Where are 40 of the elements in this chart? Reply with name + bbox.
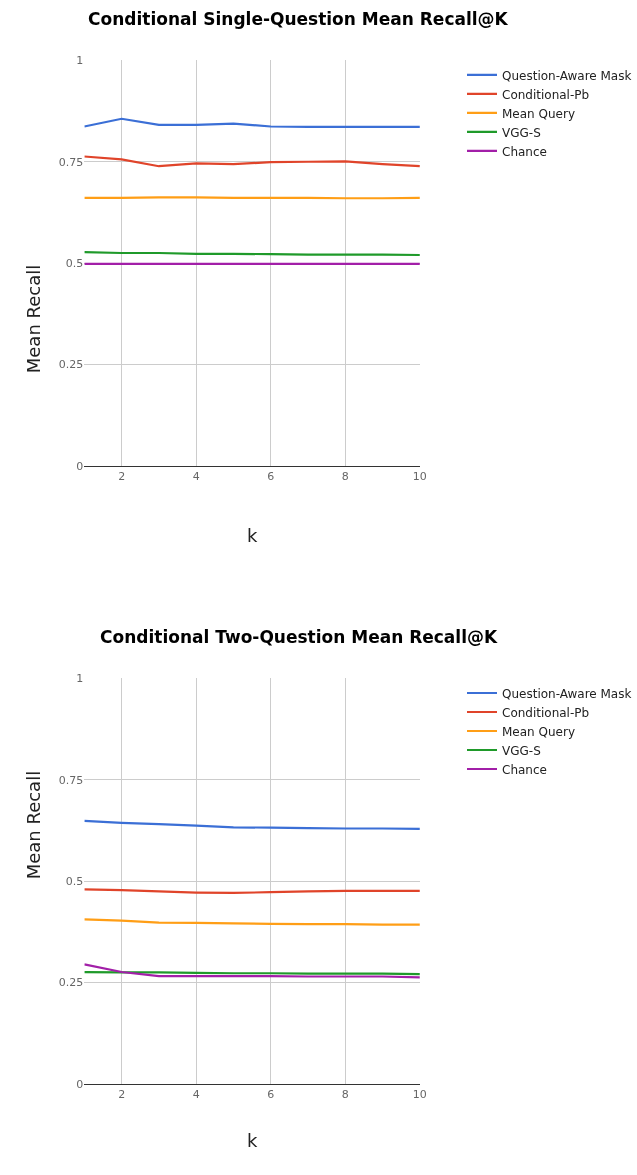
x-tick-label: 8 bbox=[341, 470, 349, 484]
legend-label: Chance bbox=[502, 762, 547, 777]
y-tick-label: 0.25 bbox=[58, 976, 84, 990]
x-axis-title: k bbox=[247, 525, 258, 546]
x-tick-label: 4 bbox=[192, 1088, 200, 1102]
y-tick-label: 1 bbox=[76, 54, 84, 68]
y-tick-label: 0.75 bbox=[58, 773, 84, 787]
legend-label: Conditional-Pb bbox=[502, 705, 590, 720]
y-tick-label: 1 bbox=[76, 672, 84, 686]
y-tick-label: 0.25 bbox=[58, 358, 84, 372]
y-tick-label: 0.5 bbox=[65, 875, 84, 889]
line-series bbox=[84, 155, 420, 168]
legend-label: VGG-S bbox=[502, 743, 541, 758]
y-tick-label: 0 bbox=[76, 459, 84, 473]
line-series bbox=[84, 117, 420, 128]
legend-label: Chance bbox=[502, 144, 547, 159]
x-tick-label: 10 bbox=[412, 470, 427, 484]
y-axis-title: Mean Recall bbox=[23, 264, 44, 374]
x-tick-label: 10 bbox=[412, 1088, 427, 1102]
y-tick-label: 0 bbox=[76, 1077, 84, 1091]
y-axis-title: Mean Recall bbox=[22, 770, 44, 880]
chart-title: Conditional Single-Question Mean Recall@K bbox=[88, 9, 509, 29]
x-tick-label: 8 bbox=[341, 1088, 349, 1102]
y-tick-label: 0.75 bbox=[58, 155, 84, 169]
x-tick-label: 6 bbox=[267, 1088, 275, 1102]
x-tick-label: 2 bbox=[118, 470, 126, 484]
legend-label: VGG-S bbox=[502, 125, 541, 140]
legend-label: Question-Aware Mask bbox=[502, 686, 632, 701]
line-series bbox=[84, 819, 420, 831]
y-tick-label: 0.5 bbox=[65, 256, 84, 270]
x-tick-label: 4 bbox=[192, 470, 200, 484]
chart-title: Conditional Two-Question Mean Recall@K bbox=[100, 627, 498, 647]
legend-label: Mean Query bbox=[502, 724, 575, 739]
x-tick-label: 2 bbox=[118, 1088, 126, 1102]
line-series bbox=[84, 963, 420, 979]
legend-label: Conditional-Pb bbox=[502, 87, 590, 102]
x-axis-title: k bbox=[247, 1130, 258, 1151]
legend-label: Question-Aware Mask bbox=[502, 68, 632, 83]
legend-label: Mean Query bbox=[502, 106, 575, 121]
x-tick-label: 6 bbox=[267, 470, 275, 484]
